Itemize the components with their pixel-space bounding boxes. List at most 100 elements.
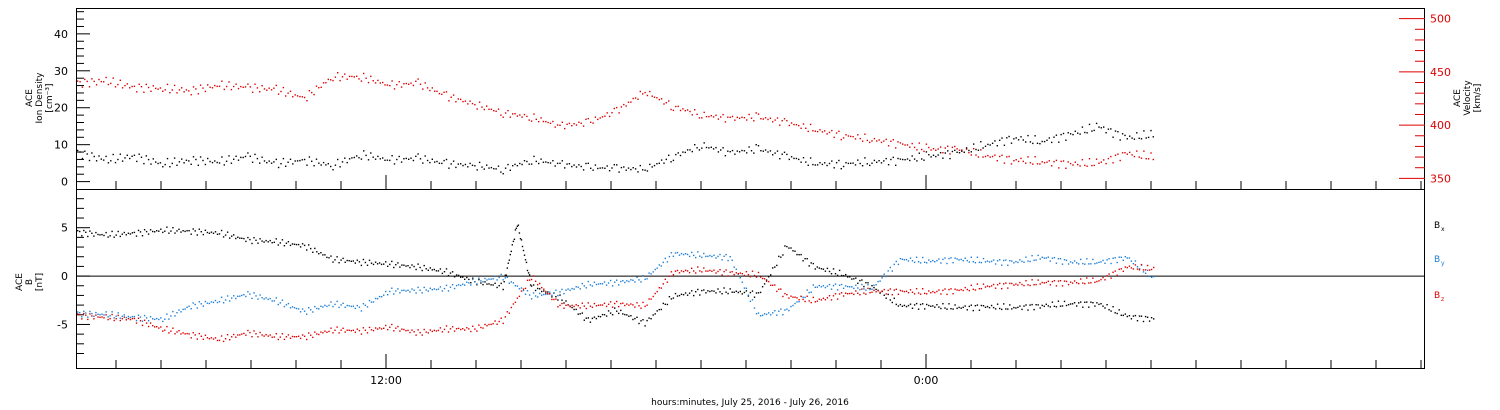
density-point <box>88 159 91 162</box>
By-point <box>893 263 895 266</box>
density-point <box>805 161 807 163</box>
velocity-point <box>157 88 159 90</box>
Bx-point <box>261 240 263 242</box>
density-point <box>776 150 779 152</box>
velocity-point <box>339 79 341 82</box>
By-point <box>966 259 968 262</box>
velocity-point <box>689 110 691 113</box>
By-point <box>1124 256 1126 258</box>
Bz-point <box>508 312 510 314</box>
Bx-point <box>332 261 334 263</box>
Bx-point <box>119 235 121 238</box>
Bz-point <box>715 272 717 274</box>
Bz-point <box>705 270 707 272</box>
Bz-point <box>1114 270 1116 272</box>
density-point <box>746 152 748 154</box>
Bz-point <box>1015 283 1017 285</box>
Bx-point <box>492 284 494 286</box>
density-point <box>814 164 816 166</box>
Bx-point <box>680 293 683 295</box>
velocity-point <box>103 81 105 83</box>
Bz-point <box>178 330 180 332</box>
density-point <box>332 169 334 171</box>
density-point <box>488 167 490 169</box>
density-point <box>684 151 686 154</box>
density-point <box>445 158 448 161</box>
Bz-point <box>105 314 107 316</box>
velocity-point <box>535 118 537 120</box>
velocity-point <box>1072 164 1074 166</box>
By-point <box>200 303 202 305</box>
density-point <box>370 152 372 154</box>
velocity-point <box>864 133 866 135</box>
Bx-point <box>688 292 691 294</box>
velocity-point <box>1105 162 1107 165</box>
Bx-point <box>597 315 600 318</box>
By-point <box>589 284 592 286</box>
By-point <box>356 304 358 307</box>
Bz-point <box>206 337 209 339</box>
Bx-point <box>984 306 987 308</box>
By-point <box>723 255 725 257</box>
velocity-point <box>932 148 935 150</box>
Bx-point <box>297 243 300 246</box>
velocity-point <box>294 94 296 96</box>
velocity-point <box>218 85 221 87</box>
density-point <box>1051 141 1053 144</box>
velocity-point <box>1091 164 1093 167</box>
velocity-point <box>729 116 731 118</box>
Bx-point <box>838 269 841 272</box>
By-point <box>423 286 425 289</box>
velocity-point <box>519 114 521 116</box>
Bz-point <box>1063 280 1066 282</box>
density-point <box>727 150 729 152</box>
Bx-point <box>806 258 808 260</box>
By-point <box>226 295 229 297</box>
Bz-point <box>433 329 435 332</box>
Bz-point <box>263 335 265 337</box>
Bx-point <box>958 306 960 309</box>
density-point <box>223 164 225 166</box>
density-point <box>1140 138 1143 140</box>
Bx-point <box>611 314 614 316</box>
Bz-point <box>172 327 174 329</box>
Bx-point <box>239 237 241 239</box>
By-point <box>176 312 178 314</box>
By-point <box>537 296 539 298</box>
Bx-point <box>1076 305 1078 307</box>
velocity-point <box>526 115 528 118</box>
velocity-point <box>81 86 84 88</box>
By-point <box>455 284 458 287</box>
velocity-point <box>244 86 247 88</box>
Bz-point <box>901 290 904 292</box>
Bz-point <box>664 278 666 280</box>
By-point <box>87 316 89 318</box>
density-point <box>1147 136 1150 139</box>
density-point <box>632 167 634 169</box>
By-point <box>115 315 117 317</box>
By-point <box>1108 258 1110 260</box>
Bx-point <box>938 306 940 308</box>
velocity-point <box>840 138 842 141</box>
velocity-point <box>299 95 301 98</box>
velocity-point <box>190 94 192 96</box>
velocity-point <box>311 91 313 94</box>
density-point <box>1055 134 1058 136</box>
density-point <box>1150 129 1152 132</box>
By-point <box>634 281 636 283</box>
Bz-point <box>768 280 770 283</box>
velocity-point <box>500 114 502 116</box>
By-point <box>958 259 960 261</box>
Bz-point <box>541 286 543 289</box>
Bz-point <box>352 329 354 331</box>
Bz-point <box>926 293 928 295</box>
By-point <box>472 278 474 281</box>
density-point <box>86 153 88 155</box>
density-point <box>455 166 457 169</box>
density-point <box>909 159 911 162</box>
Bx-point <box>682 294 685 296</box>
By-point <box>119 317 121 319</box>
density-point <box>166 157 169 160</box>
density-point <box>162 166 164 168</box>
velocity-point <box>616 106 618 109</box>
